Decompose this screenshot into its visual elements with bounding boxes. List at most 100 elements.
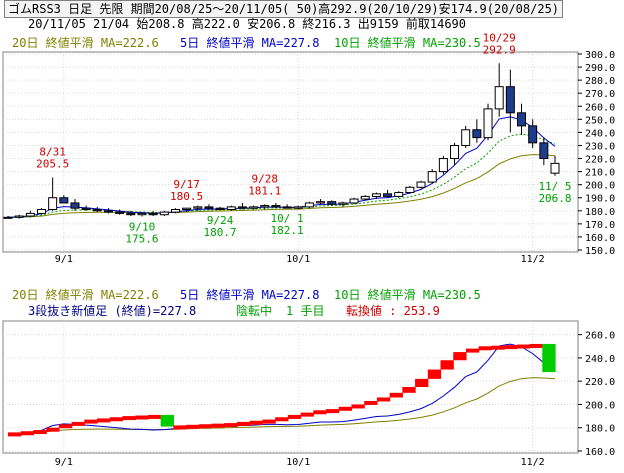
annotation-value: 205.5 (36, 157, 69, 170)
annotation-value: 182.1 (271, 224, 304, 237)
sanbon-brick (338, 406, 353, 411)
top-y-tick-label: 220.0 (585, 155, 615, 166)
sanbon-brick (71, 421, 85, 426)
candle-body (249, 206, 259, 209)
sanbon-brick (160, 414, 174, 427)
sanbon-brick (504, 345, 518, 350)
legend-ma5-top: 5日 終値平滑 MA=227.8 (180, 36, 320, 50)
annotation-date: 9/28 (252, 172, 279, 185)
sanbon-brick (236, 421, 251, 426)
sanbon-brick (287, 414, 302, 419)
top-y-tick-label: 260.0 (585, 102, 615, 113)
candle-body (271, 205, 281, 208)
top-y-tick-label: 230.0 (585, 141, 615, 152)
candle-body (539, 142, 549, 160)
legend-ma10-bottom: 10日 終値平滑 MA=230.5 (334, 288, 481, 302)
turn-value: 転換値 : 253.9 (346, 304, 440, 318)
candle-body (383, 193, 393, 197)
candle-body (148, 212, 158, 216)
candle-body (115, 211, 125, 214)
legend-ma20-bottom: 20日 終値平滑 MA=222.6 (12, 288, 159, 302)
candle-body (550, 162, 560, 174)
candle-body (427, 171, 437, 183)
candle-body (226, 206, 236, 210)
top-y-tick-label: 180.0 (585, 207, 615, 218)
sanbon-brick (542, 343, 556, 373)
candle-body (360, 195, 370, 200)
candle-body (450, 144, 460, 160)
candle-body (237, 206, 247, 209)
annotation-value: 180.5 (170, 190, 203, 203)
top-ma10-line (7, 133, 556, 218)
sanbon-brick (516, 344, 531, 349)
top-ma20-line (7, 154, 556, 218)
sanbon-label: 3段抜き新値足 (終値)=227.8 (28, 304, 197, 318)
sanbon-brick (262, 419, 276, 424)
candle-body (472, 129, 482, 139)
top-x-tick-label: 9/1 (55, 254, 73, 265)
trend-status: 陰転中 (236, 304, 273, 318)
bottom-x-tick-label: 9/1 (55, 457, 73, 468)
legend-ma20-top: 20日 終値平滑 MA=222.6 (12, 36, 159, 50)
candle-body (405, 186, 415, 194)
sanbon-brick (58, 424, 73, 429)
candle-body (126, 212, 136, 216)
candle-body (494, 86, 504, 110)
sanbon-brick (173, 425, 187, 430)
bottom-x-tick-label: 11/2 (521, 457, 545, 468)
candle-body (338, 202, 348, 205)
sanbon-brick (427, 369, 442, 379)
sanbon-brick (453, 352, 467, 361)
top-y-tick-label: 190.0 (585, 194, 615, 205)
step-count: 1 手目 (286, 304, 325, 318)
sanbon-brick (20, 431, 35, 436)
sanbon-brick (351, 404, 365, 409)
top-y-tick-label: 200.0 (585, 181, 615, 192)
sanbon-brick (46, 427, 60, 432)
sanbon-brick (84, 419, 98, 424)
candle-body (293, 206, 303, 209)
top-y-tick-label: 290.0 (585, 63, 615, 74)
sanbon-brick (440, 360, 454, 370)
candle-body (59, 197, 69, 204)
sanbon-brick (135, 415, 149, 420)
candle-body (25, 212, 35, 217)
candle-body (528, 125, 538, 144)
sanbon-brick (491, 345, 505, 350)
sanbon-brick (402, 387, 416, 393)
candle-body (438, 158, 448, 173)
top-y-tick-label: 160.0 (585, 233, 615, 244)
top-x-tick-label: 10/1 (286, 254, 310, 265)
sanbon-brick (313, 410, 327, 415)
candle-body (204, 206, 214, 209)
bottom-y-tick-label: 240.0 (585, 354, 615, 365)
candle-body (92, 208, 102, 212)
annotation-date: 11/ 5 (538, 180, 571, 193)
sanbon-brick (97, 418, 111, 423)
bottom-ma20-line (7, 377, 556, 434)
bottom-plot-frame (2, 320, 579, 454)
top-y-tick-label: 210.0 (585, 168, 615, 179)
bottom-x-tick-label: 10/1 (286, 457, 310, 468)
top-y-tick-label: 250.0 (585, 115, 615, 126)
sanbon-brick (33, 430, 47, 435)
candle-body (394, 192, 404, 197)
sanbon-brick (224, 423, 238, 428)
candle-body (70, 202, 80, 209)
sanbon-brick (8, 432, 22, 437)
candle-body (517, 112, 527, 127)
annotation-date: 8/31 (39, 145, 66, 158)
sanbon-brick (389, 392, 403, 398)
bottom-y-tick-label: 160.0 (585, 447, 615, 458)
bottom-y-tick-label: 200.0 (585, 400, 615, 411)
sanbon-brick (478, 346, 492, 351)
candle-body (14, 215, 24, 218)
candle-body (3, 216, 13, 219)
sanbon-brick (109, 417, 124, 422)
top-y-tick-label: 280.0 (585, 76, 615, 87)
candle-body (316, 201, 326, 204)
annotation-date: 10/ 1 (271, 212, 304, 225)
sanbon-brick (415, 378, 429, 387)
